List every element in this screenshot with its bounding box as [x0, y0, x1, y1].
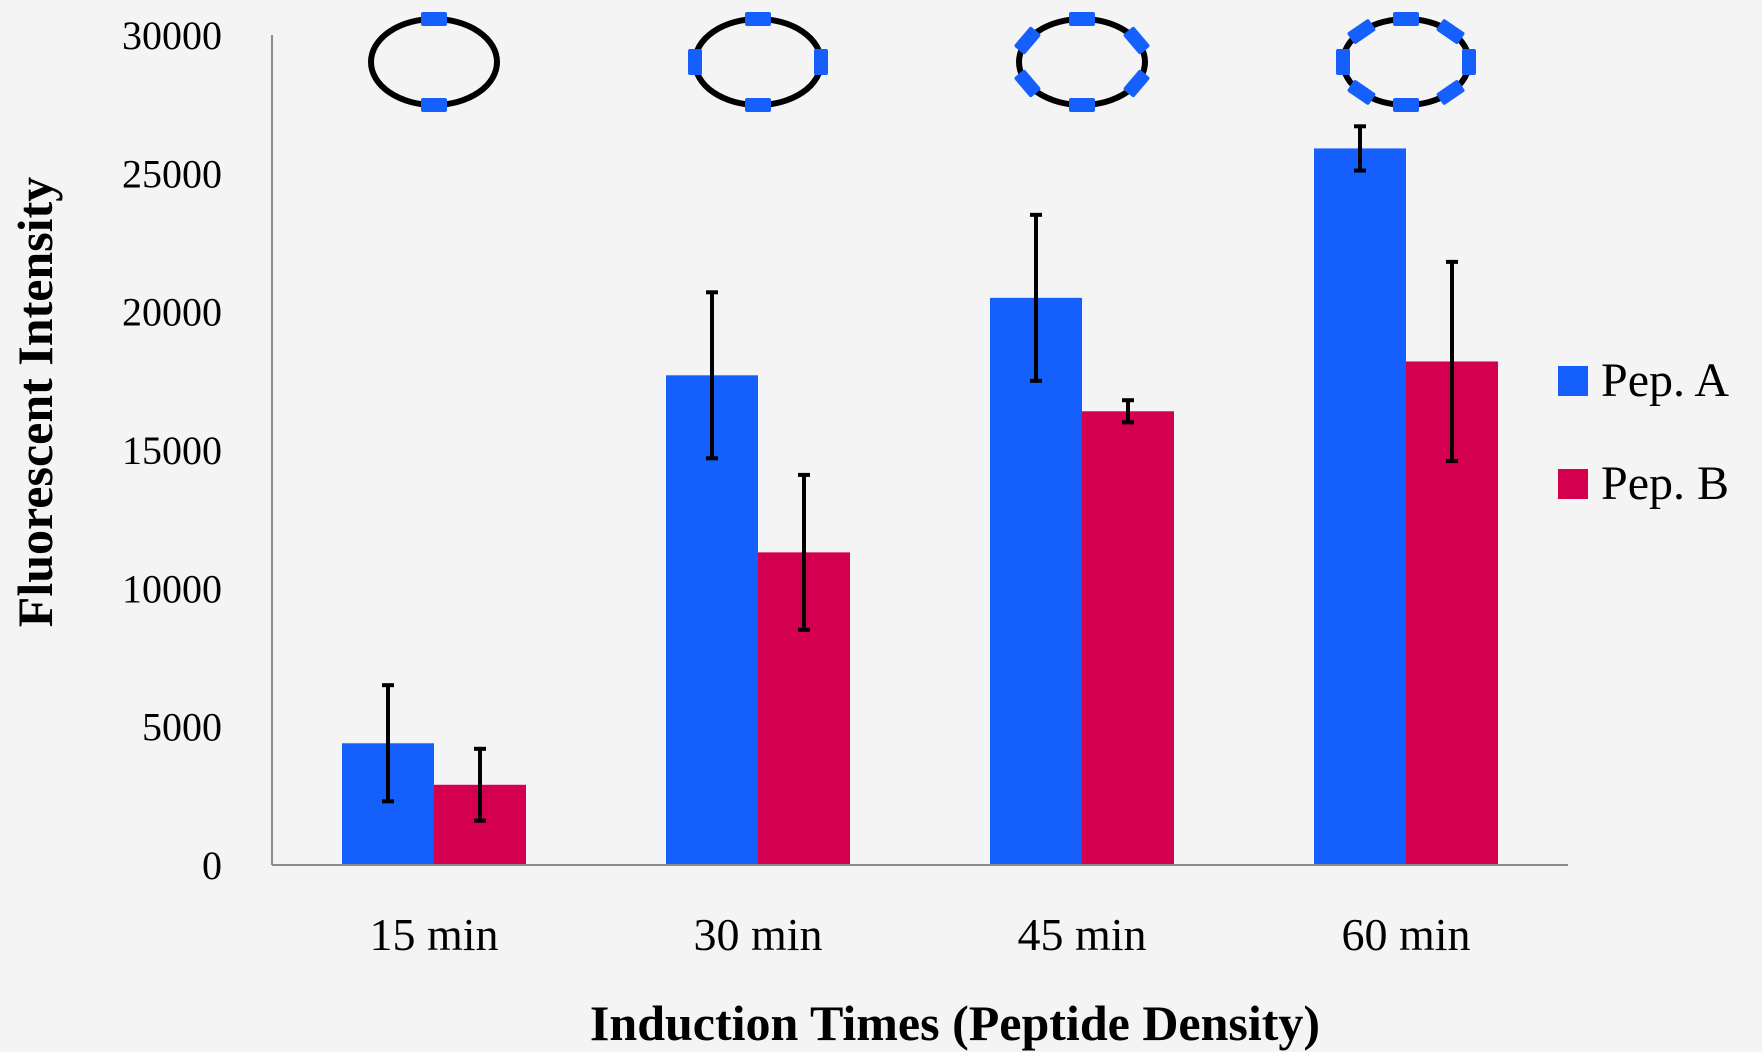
x-tick-labels: 15 min 30 min 45 min 60 min: [369, 909, 1470, 960]
peptide-marker: [1462, 49, 1476, 75]
peptide-marker: [1347, 80, 1376, 105]
error-bar: [382, 683, 394, 804]
error-bar: [1446, 259, 1458, 464]
peptide-ring-icon: [368, 12, 500, 112]
legend-item: Pep. B: [1558, 457, 1729, 510]
error-bars: [382, 124, 1458, 823]
peptide-marker: [1069, 12, 1095, 26]
peptide-marker: [1393, 12, 1419, 26]
peptide-marker: [421, 98, 447, 112]
legend-label: Pep. A: [1601, 354, 1729, 407]
peptide-marker: [1336, 49, 1350, 75]
x-tick-label: 60 min: [1341, 909, 1470, 960]
y-tick-label: 30000: [122, 13, 222, 58]
y-tick-label: 0: [202, 843, 222, 888]
error-bar: [706, 290, 718, 461]
legend-item: Pep. A: [1558, 354, 1729, 407]
peptide-marker: [1014, 26, 1041, 55]
peptide-marker: [1436, 80, 1465, 105]
legend-swatch: [1558, 469, 1588, 499]
error-bar: [1122, 398, 1134, 425]
y-axis-title: Fluorescent Intensity: [7, 177, 63, 627]
peptide-ring-icon: [688, 12, 828, 112]
x-axis-title: Induction Times (Peptide Density): [590, 995, 1320, 1051]
error-bar: [474, 746, 486, 823]
y-tick-label: 15000: [122, 428, 222, 473]
y-tick-label: 5000: [142, 705, 222, 750]
bar: [1314, 148, 1406, 865]
peptide-marker: [1436, 19, 1465, 44]
peptide-marker: [1347, 19, 1376, 44]
error-bar: [1030, 212, 1042, 383]
peptide-marker: [1123, 26, 1150, 55]
x-tick-label: 45 min: [1017, 909, 1146, 960]
x-tick-label: 15 min: [369, 909, 498, 960]
peptide-marker: [745, 98, 771, 112]
peptide-marker: [1069, 98, 1095, 112]
peptide-ring-icon: [1336, 12, 1476, 112]
legend-swatch: [1558, 366, 1588, 396]
bars: [342, 148, 1498, 865]
bar: [1082, 411, 1174, 865]
y-tick-label: 20000: [122, 290, 222, 335]
peptide-marker: [1123, 69, 1150, 98]
bar: [990, 297, 1082, 865]
legend-label: Pep. B: [1601, 457, 1729, 510]
error-bar: [798, 472, 810, 632]
peptide-ring-icon: [1014, 12, 1150, 112]
y-tick-label: 10000: [122, 566, 222, 611]
peptide-marker: [814, 49, 828, 75]
peptide-marker: [421, 12, 447, 26]
legend: Pep. A Pep. B: [1558, 354, 1729, 510]
x-tick-label: 30 min: [693, 909, 822, 960]
peptide-density-icons: [368, 12, 1476, 112]
peptide-marker: [688, 49, 702, 75]
peptide-marker: [745, 12, 771, 26]
y-tick-labels: 0 5000 10000 15000 20000 25000 30000: [122, 13, 222, 888]
error-bar: [1354, 124, 1366, 173]
peptide-marker: [1393, 98, 1419, 112]
y-tick-label: 25000: [122, 151, 222, 196]
peptide-marker: [1014, 69, 1041, 98]
